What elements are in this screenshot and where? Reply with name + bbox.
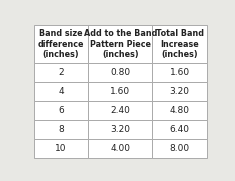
Text: 10: 10	[55, 144, 67, 153]
Text: 8: 8	[58, 125, 64, 134]
Text: 6: 6	[58, 106, 64, 115]
Text: Add to the Band
Pattern Piece
(inches): Add to the Band Pattern Piece (inches)	[84, 29, 157, 59]
Bar	[34, 120, 88, 139]
Bar	[153, 63, 207, 82]
Bar	[153, 25, 207, 63]
Bar	[88, 101, 153, 120]
Bar	[34, 82, 88, 101]
Bar	[88, 25, 153, 63]
Bar	[153, 139, 207, 158]
Text: 2: 2	[58, 68, 64, 77]
Bar	[34, 25, 88, 63]
Text: Total Band
Increase
(inches): Total Band Increase (inches)	[156, 29, 204, 59]
Bar	[88, 63, 153, 82]
Bar	[88, 120, 153, 139]
Text: 6.40: 6.40	[170, 125, 190, 134]
Text: 4: 4	[58, 87, 64, 96]
Text: 8.00: 8.00	[170, 144, 190, 153]
Text: 3.20: 3.20	[170, 87, 190, 96]
Bar	[153, 82, 207, 101]
Bar	[34, 101, 88, 120]
Bar	[34, 139, 88, 158]
Text: 0.80: 0.80	[110, 68, 130, 77]
Bar	[34, 63, 88, 82]
Text: 4.80: 4.80	[170, 106, 190, 115]
Text: 1.60: 1.60	[110, 87, 130, 96]
Bar	[88, 139, 153, 158]
Text: 2.40: 2.40	[110, 106, 130, 115]
Bar	[88, 82, 153, 101]
Bar	[153, 120, 207, 139]
Bar	[153, 101, 207, 120]
Text: 4.00: 4.00	[110, 144, 130, 153]
Text: Band size
difference
(inches): Band size difference (inches)	[38, 29, 84, 59]
Text: 3.20: 3.20	[110, 125, 130, 134]
Text: 1.60: 1.60	[170, 68, 190, 77]
